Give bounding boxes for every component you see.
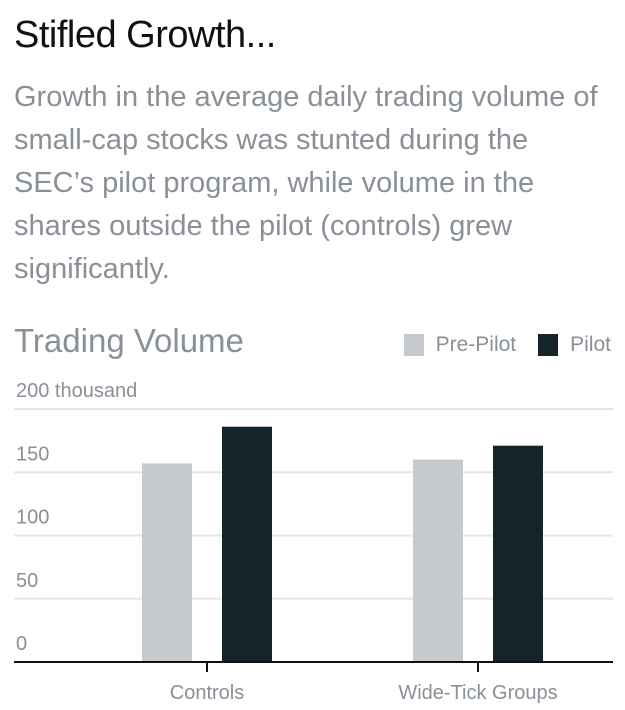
- bar-pre-pilot-0: [142, 463, 192, 662]
- x-tick-label: Controls: [170, 682, 244, 704]
- y-tick-labels: 0 50 100 150 200 thousand: [16, 380, 137, 655]
- y-tick-label: 50: [16, 570, 38, 592]
- bar-chart: 0 50 100 150 200 thousand Controls Wide-Tick …: [14, 380, 613, 704]
- chart-title: Trading Volume: [14, 322, 244, 359]
- x-axis: [14, 661, 613, 672]
- legend-swatch-pilot: [538, 334, 559, 356]
- legend-label-pilot: Pilot: [570, 333, 611, 356]
- chart-legend: Pre-Pilot Pilot: [382, 333, 611, 357]
- legend-item-pre-pilot: Pre-Pilot: [403, 333, 517, 357]
- page-subtitle: Growth in the average daily trading volu…: [14, 81, 598, 285]
- legend-label-pre-pilot: Pre-Pilot: [435, 333, 517, 356]
- legend-swatch-pre-pilot: [403, 334, 424, 356]
- bar-pilot-0: [222, 426, 272, 662]
- y-tick-label: 0: [16, 633, 27, 655]
- y-tick-label: 100: [16, 507, 49, 529]
- bar-pilot-1: [493, 445, 543, 662]
- bars: [142, 426, 543, 662]
- y-tick-label: 200 thousand: [16, 380, 137, 402]
- x-tick-labels: Controls Wide-Tick Groups: [170, 682, 558, 704]
- y-tick-label: 150: [16, 443, 49, 465]
- legend-item-pilot: Pilot: [538, 333, 611, 357]
- page-title: Stifled Growth...: [14, 14, 276, 56]
- bar-pre-pilot-1: [413, 459, 463, 662]
- x-tick-label: Wide-Tick Groups: [398, 682, 557, 704]
